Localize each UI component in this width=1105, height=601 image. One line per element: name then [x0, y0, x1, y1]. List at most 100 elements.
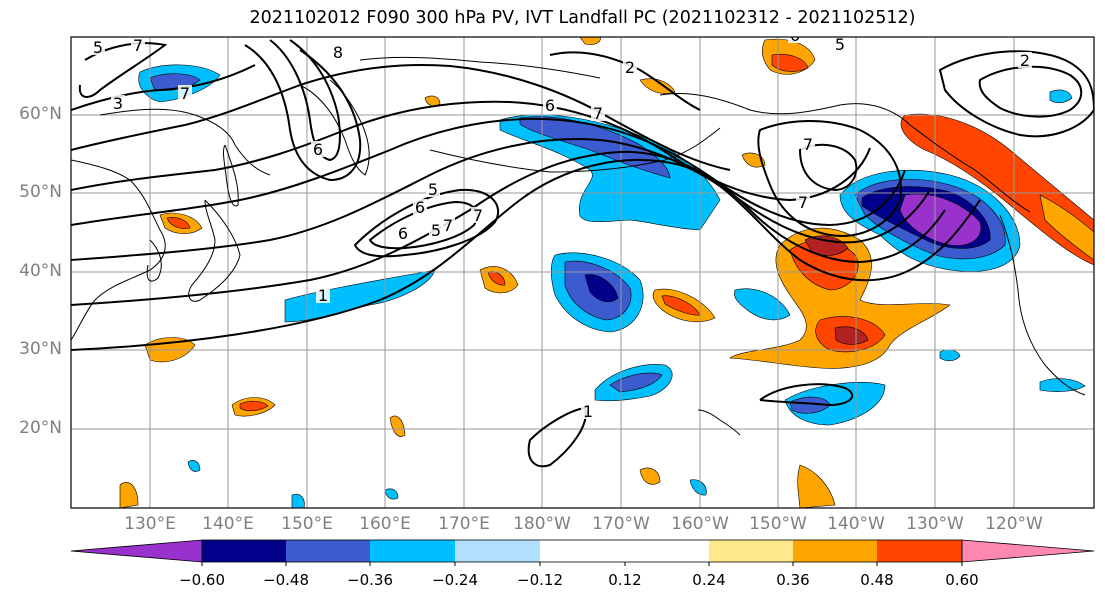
colorbar-tick-label: −0.60 — [179, 571, 225, 589]
contour-label-background — [441, 217, 455, 233]
contour-label-background — [316, 287, 330, 303]
longitude-label: 150°W — [749, 514, 807, 534]
colorbar-max-arrow — [961, 539, 1095, 563]
contour-label: 7 — [443, 216, 453, 235]
longitude-label: 150°E — [281, 514, 333, 534]
latitude-label: 50°N — [19, 182, 62, 202]
contour-label: 7 — [133, 36, 143, 55]
contour-label-background — [801, 136, 815, 152]
contour-label: 5 — [431, 221, 441, 240]
pos-blob-k — [741, 152, 766, 168]
neg-blob-i — [187, 460, 201, 472]
colorbar-segment — [625, 540, 709, 562]
contour-label: 1 — [583, 402, 593, 421]
contour-label: 3 — [113, 94, 123, 113]
contour-label: 6 — [790, 26, 800, 45]
pv-contours — [71, 39, 1094, 468]
colorbar-segment — [286, 540, 370, 562]
colorbar-tick-label: 0.24 — [692, 571, 726, 589]
contour-label: 5 — [835, 35, 845, 54]
contour-label-background — [788, 37, 802, 43]
colorbar-segment — [709, 540, 793, 562]
contour-label: 8 — [333, 43, 343, 62]
neg-blob-l — [291, 493, 305, 508]
contour-label: 2 — [625, 58, 635, 77]
colorbar-tick-label: 0.48 — [860, 571, 894, 589]
contour-label: 6 — [545, 96, 555, 115]
colorbar-tick-label: −0.24 — [432, 571, 478, 589]
contour-label-background — [413, 199, 427, 215]
contour-label-background — [426, 181, 440, 197]
contour-label: 7 — [803, 135, 813, 154]
contour-label: 7 — [798, 193, 808, 212]
contour-label: 6 — [313, 140, 323, 159]
contour-label-background — [131, 37, 145, 53]
colorbar-min-arrow — [70, 539, 203, 563]
pos-blob-e-core — [166, 217, 191, 229]
contour-label: 6 — [398, 224, 408, 243]
ivt-shading — [119, 37, 1094, 508]
colorbar-segment — [455, 540, 540, 562]
contour-label-background — [581, 403, 595, 419]
latitude-label: 20°N — [19, 418, 62, 438]
contour-label-background — [543, 97, 557, 113]
longitude-label: 130°W — [906, 514, 964, 534]
contour-label: 7 — [180, 84, 190, 103]
contour-label-background — [796, 194, 810, 210]
latitude-label: 40°N — [19, 261, 62, 281]
contour-label-background — [471, 207, 485, 223]
contour-label-background — [91, 39, 105, 55]
colorbar-tick-label: −0.36 — [347, 571, 393, 589]
contour-label-background — [429, 222, 443, 238]
neg-blob-a-core — [584, 274, 619, 303]
colorbar-segment — [540, 540, 625, 562]
contour-label-background — [591, 105, 605, 121]
neg-blob-d — [784, 381, 886, 426]
contour-label-background — [1018, 52, 1032, 68]
pos-blob-g — [797, 464, 836, 508]
aleutians — [429, 127, 721, 173]
pos-plume-outer — [729, 227, 951, 369]
contour-label-background — [178, 85, 192, 101]
alaska-coast — [659, 92, 1031, 213]
map-frame — [70, 36, 1095, 509]
contour-label-background — [311, 141, 325, 157]
pos-plume-lower-core — [834, 326, 869, 345]
sakhalin-coast — [222, 144, 239, 207]
pos-blob-j — [639, 467, 661, 485]
colorbar-outline — [201, 539, 963, 563]
hawaii — [697, 409, 741, 436]
kamchatka-coast — [299, 79, 370, 176]
latitude-label: 30°N — [19, 339, 62, 359]
colorbar-segment — [370, 540, 455, 562]
neg-blob-g — [1049, 89, 1073, 104]
pos-blob-l — [424, 95, 441, 107]
na-west-coast — [999, 214, 1086, 396]
contour-label: 6 — [415, 198, 425, 217]
graticule — [71, 37, 1094, 508]
pos-blob-h — [119, 482, 139, 508]
colorbar-segment — [877, 540, 962, 562]
longitude-label: 160°W — [671, 514, 729, 534]
longitude-label: 130°E — [124, 514, 176, 534]
longitude-label: 180°W — [513, 514, 571, 534]
neg-blob-k — [689, 479, 707, 496]
colorbar-segment — [202, 540, 286, 562]
contour-label-background — [833, 37, 847, 52]
contour-label-background — [623, 59, 637, 75]
pos-blob-d-core — [239, 400, 269, 412]
neg-blob-j — [384, 488, 399, 500]
longitude-label: 140°E — [202, 514, 254, 534]
map-title: 2021102012 F090 300 hPa PV, IVT Landfall… — [249, 8, 916, 28]
longitude-label: 170°W — [592, 514, 650, 534]
contour-label: 5 — [93, 38, 103, 57]
longitude-label: 140°W — [827, 514, 885, 534]
asia-coast — [71, 159, 166, 341]
colorbar-tick-label: 0.60 — [945, 571, 979, 589]
contour-label: 2 — [1020, 51, 1030, 70]
contour-label-background — [396, 225, 410, 241]
longitude-label: 160°E — [359, 514, 411, 534]
contour-label: 7 — [473, 206, 483, 225]
contour-label-background — [111, 95, 125, 111]
